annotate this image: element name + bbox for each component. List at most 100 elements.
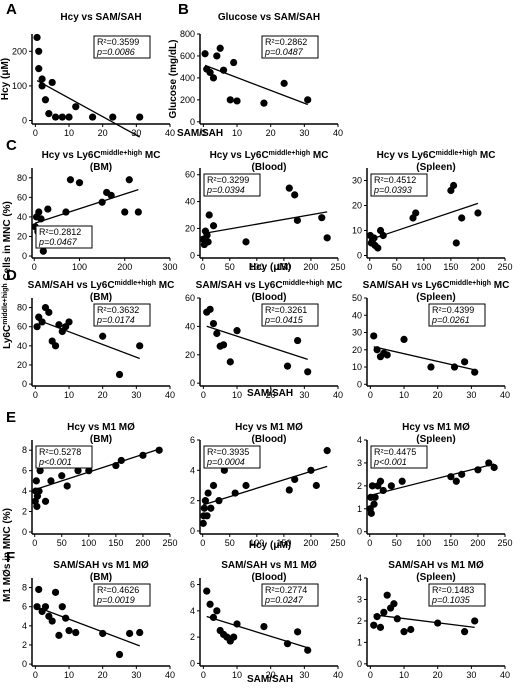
chart-title: Hcy vs M1 MØ (235, 422, 303, 433)
chart-subtitle: (Spleen) (416, 572, 455, 583)
y-tick-label: 4 (357, 435, 362, 445)
point (280, 79, 288, 87)
x-tick-label: 20 (266, 670, 276, 680)
point (35, 208, 43, 216)
point (33, 33, 41, 42)
x-tick-label: 0 (200, 262, 205, 272)
chart-title-part: middle+high (450, 280, 491, 287)
annotation: R²=0.3632 (97, 305, 139, 315)
point (294, 628, 302, 636)
point (226, 96, 234, 104)
x-tick-label: 30 (299, 128, 309, 138)
point (201, 497, 210, 505)
x-tick-label: 30 (131, 670, 141, 680)
x-tick-label: 150 (276, 538, 291, 548)
point (51, 342, 60, 350)
point (471, 617, 479, 625)
y-axis-label-part: Ly6C (2, 325, 13, 349)
point (58, 603, 66, 611)
annotation-box (93, 35, 151, 59)
annotation: p<0.001 (38, 457, 72, 467)
annotation-box (93, 303, 151, 327)
y-tick-label: 0 (190, 658, 195, 668)
point (323, 447, 331, 455)
annotation: p<0.001 (373, 457, 407, 467)
point (136, 113, 144, 121)
point (55, 631, 63, 639)
fit-line (34, 188, 139, 224)
y-tick-label: 200 (12, 46, 27, 56)
point (260, 622, 268, 631)
point (370, 621, 378, 629)
annotation-box (35, 445, 93, 469)
annotation: R²=0.3299 (207, 175, 249, 185)
annotation: R²=0.2812 (39, 227, 81, 237)
point (65, 627, 73, 635)
point (230, 58, 238, 67)
panel-label: F (6, 549, 15, 566)
point (65, 318, 73, 326)
point (213, 607, 221, 615)
point (99, 332, 107, 340)
point (452, 477, 460, 485)
chart-title-part: middle+high (283, 280, 324, 287)
y-tick-label: 3 (357, 594, 362, 604)
y-tick-label: 100 (12, 81, 27, 91)
x-tick-label: 200 (135, 538, 150, 548)
annotation: R²=0.2862 (265, 37, 307, 47)
point (285, 486, 293, 494)
x-tick-label: 150 (276, 262, 291, 272)
chart-title-part: MC (310, 150, 328, 161)
x-tick-label: 10 (232, 128, 242, 138)
point (51, 588, 60, 596)
chart-title-part: Glucose vs SAM/SAH (218, 12, 320, 23)
x-tick-label: 0 (32, 538, 37, 548)
chart-title: SAM/SAH vs M1 MØ (388, 560, 484, 571)
annotation-box (93, 583, 151, 607)
point (370, 332, 378, 340)
chart-title: Hcy vs Ly6Cmiddle+high MC (210, 150, 329, 162)
point (203, 587, 211, 595)
annotation: p=0.0393 (373, 185, 412, 195)
y-tick-label: 40 (352, 310, 362, 320)
point (461, 358, 469, 366)
x-tick-label: 20 (266, 128, 276, 138)
point (74, 467, 82, 475)
point (200, 504, 208, 512)
point (33, 323, 41, 331)
y-tick-label: 50 (352, 293, 362, 303)
point (48, 617, 56, 625)
chart-subtitle: (Blood) (252, 162, 287, 173)
x-tick-label: 0 (367, 262, 372, 272)
point (209, 222, 218, 230)
y-tick-label: 20 (352, 201, 362, 211)
point (204, 489, 212, 497)
panel-label: E (6, 409, 16, 426)
fit-line (373, 614, 475, 629)
x-tick-label: 0 (33, 670, 38, 680)
x-tick-label: 200 (117, 262, 132, 272)
point (390, 600, 398, 608)
x-tick-label: 20 (266, 390, 276, 400)
x-tick-label: 20 (98, 390, 108, 400)
y-tick-label: 0 (190, 526, 195, 536)
x-tick-label: 30 (466, 670, 476, 680)
fit-line (370, 463, 495, 496)
x-tick-label: 0 (33, 128, 38, 138)
y-tick-label: 80 (17, 173, 27, 183)
point (47, 477, 55, 485)
chart-title-part: SAM/SAH vs M1 MØ (53, 560, 149, 571)
point (155, 446, 163, 454)
point (51, 113, 60, 121)
chart-title: Hcy vs Ly6Cmiddle+high MC (42, 150, 161, 162)
annotation: p=0.0261 (431, 315, 470, 325)
point (206, 305, 214, 313)
x-tick-label: 200 (470, 538, 485, 548)
y-tick-label: 2 (357, 616, 362, 626)
annotation: R²=0.1483 (432, 585, 474, 595)
x-tick-label: 0 (368, 390, 373, 400)
point (285, 184, 293, 192)
y-tick-label: 60 (185, 293, 195, 303)
point (33, 502, 41, 511)
